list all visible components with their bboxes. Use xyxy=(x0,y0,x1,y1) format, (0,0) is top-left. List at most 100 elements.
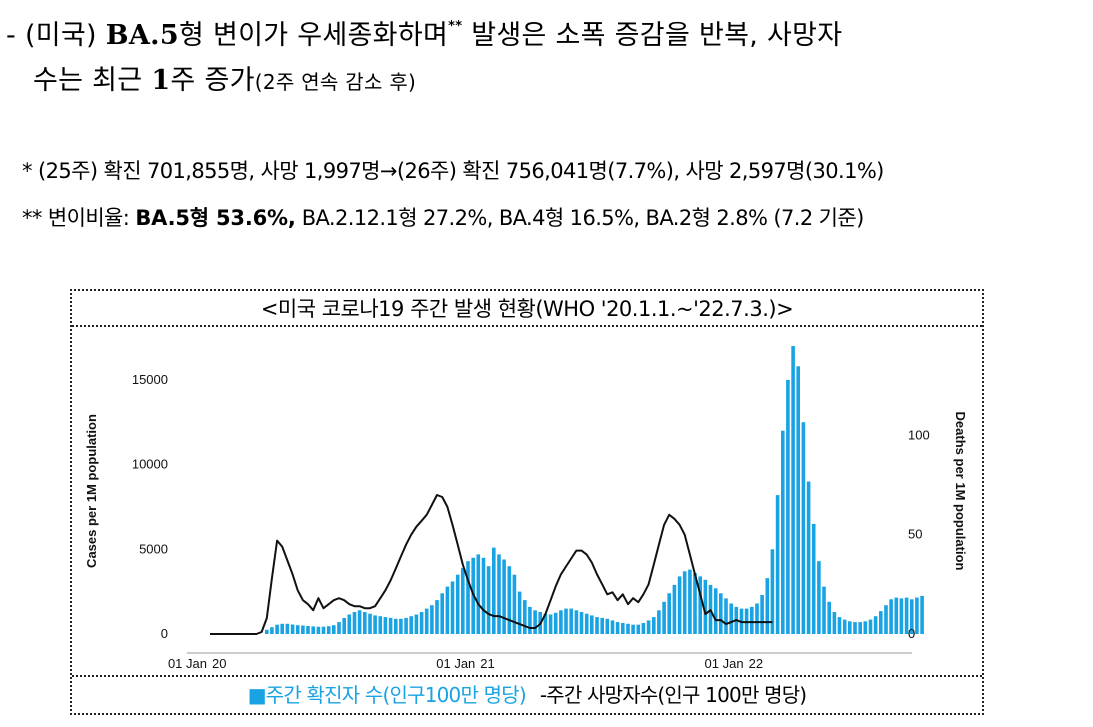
cases-bar xyxy=(873,616,878,634)
cases-bar xyxy=(755,603,759,634)
cases-bar xyxy=(868,619,873,634)
cases-bar xyxy=(337,622,341,634)
cases-bar xyxy=(306,626,310,634)
cases-bar xyxy=(672,584,677,634)
cases-bar xyxy=(311,626,315,634)
x-tick-label: 01 Jan xyxy=(436,656,475,671)
cases-bar xyxy=(440,593,444,634)
y2-axis-title: Deaths per 1M population xyxy=(953,412,968,571)
cases-bar xyxy=(899,598,904,634)
x-tick-label: 01 Jan xyxy=(168,656,207,671)
cases-bar xyxy=(631,624,635,634)
headline-note: (2주 연속 감소 후) xyxy=(254,70,417,94)
cases-bar xyxy=(455,574,460,634)
x-tick-label: 01 Jan xyxy=(705,656,744,671)
cases-bar xyxy=(760,595,764,634)
cases-bar xyxy=(693,573,697,634)
cases-bar xyxy=(703,579,708,634)
cases-bar xyxy=(801,422,806,634)
x-tick-year: 20 xyxy=(212,656,226,671)
cases-bar xyxy=(920,595,924,634)
cases-bar xyxy=(904,597,909,634)
cases-bar xyxy=(879,611,883,634)
cases-bar xyxy=(528,606,532,634)
cases-bar xyxy=(265,629,269,634)
deaths-line xyxy=(210,494,773,635)
cases-bar xyxy=(610,620,615,634)
cases-bar xyxy=(832,612,837,634)
cases-bar xyxy=(719,593,723,634)
cases-bar xyxy=(827,601,831,634)
y-tick-label: 0 xyxy=(161,626,168,641)
cases-bar xyxy=(713,588,718,634)
cases-bar xyxy=(863,621,868,634)
cases-bar xyxy=(352,612,357,634)
cases-bar xyxy=(543,613,548,634)
cases-bar xyxy=(822,586,826,634)
cases-bar xyxy=(316,626,321,634)
footnote-1: * (25주) 확진 701,855명, 사망 1,997명→(26주) 확진 … xyxy=(22,156,884,186)
cases-bar xyxy=(796,366,800,634)
cases-bar xyxy=(502,559,506,634)
cases-bar xyxy=(517,591,522,634)
cases-bar xyxy=(569,608,573,634)
cases-bar xyxy=(373,615,377,634)
cases-bar xyxy=(595,617,599,634)
cases-bar xyxy=(584,613,589,634)
chart-plot: 0 5000 10000 15000 0 50 100 01 Jan 20 01 Jan 21 01 … xyxy=(84,346,968,671)
cases-bar xyxy=(729,603,733,634)
chart-legend: ■주간 확진자 수(인구100만 명당) -주간 사망자수(인구 100만 명당) xyxy=(72,675,982,713)
cases-bar xyxy=(394,618,398,634)
headline-dash: - xyxy=(6,20,25,51)
cases-bar xyxy=(486,566,491,634)
cases-bar xyxy=(321,626,326,634)
cases-bar xyxy=(414,614,419,634)
cases-bar xyxy=(579,612,584,634)
cases-bar xyxy=(466,561,470,634)
cases-bar xyxy=(889,599,893,634)
footnote-2-text: BA.2.12.1형 27.2%, BA.4형 16.5%, BA.2형 2.8… xyxy=(295,206,865,230)
cases-bar xyxy=(842,619,847,634)
cases-bar xyxy=(492,547,496,634)
chart-box: <미국 코로나19 주간 발생 현황(WHO '20.1.1.~'22.7.3.… xyxy=(70,289,984,715)
headline-text-1: 형 변이가 우세종화하며 xyxy=(178,20,449,51)
cases-bar xyxy=(626,623,630,634)
cases-bar xyxy=(657,610,661,634)
cases-bar xyxy=(750,606,754,634)
cases-bar xyxy=(378,616,383,634)
headline-country: (미국) xyxy=(24,20,106,51)
headline-variant: BA.5 xyxy=(105,20,179,51)
cases-bar xyxy=(615,622,620,634)
headline-line-1: - (미국) BA.5형 변이가 우세종화하며** 발생은 소폭 증감을 반복,… xyxy=(6,4,1091,58)
cases-bar xyxy=(600,617,604,634)
cases-bar xyxy=(548,614,553,634)
cases-bar xyxy=(435,600,439,634)
cases-bar xyxy=(301,625,305,634)
cases-bar xyxy=(590,615,594,634)
cases-bar xyxy=(775,495,780,634)
cases-bar xyxy=(363,612,367,634)
headline-line-2: 수는 최근 1주 증가(2주 연속 감소 후) xyxy=(6,58,1091,105)
y-axis-title: Cases per 1M population xyxy=(84,414,99,568)
headline-text-3: 수는 최근 xyxy=(33,65,152,96)
cases-bar xyxy=(682,571,687,634)
headline-text-2: 발생은 소폭 증감을 반복, 사망자 xyxy=(462,20,843,51)
cases-bar xyxy=(677,576,682,634)
cases-bar xyxy=(280,623,284,634)
footnote-1-mark: * xyxy=(22,159,33,183)
cases-bar xyxy=(817,561,821,634)
headline-text-4: 주 증가 xyxy=(170,65,255,96)
cases-bar xyxy=(445,586,450,634)
cases-bar xyxy=(533,610,537,634)
cases-bar xyxy=(621,623,625,634)
cases-bar xyxy=(636,624,641,634)
cases-bar xyxy=(698,576,702,634)
cases-bar xyxy=(837,617,842,634)
cases-bar xyxy=(910,599,914,634)
footnote-2-mark: ** xyxy=(22,206,42,230)
headline-week: 1 xyxy=(151,65,171,96)
cases-bar xyxy=(641,623,646,634)
cases-bar xyxy=(326,626,331,634)
cases-bar xyxy=(811,523,816,634)
cases-bar xyxy=(688,569,692,634)
